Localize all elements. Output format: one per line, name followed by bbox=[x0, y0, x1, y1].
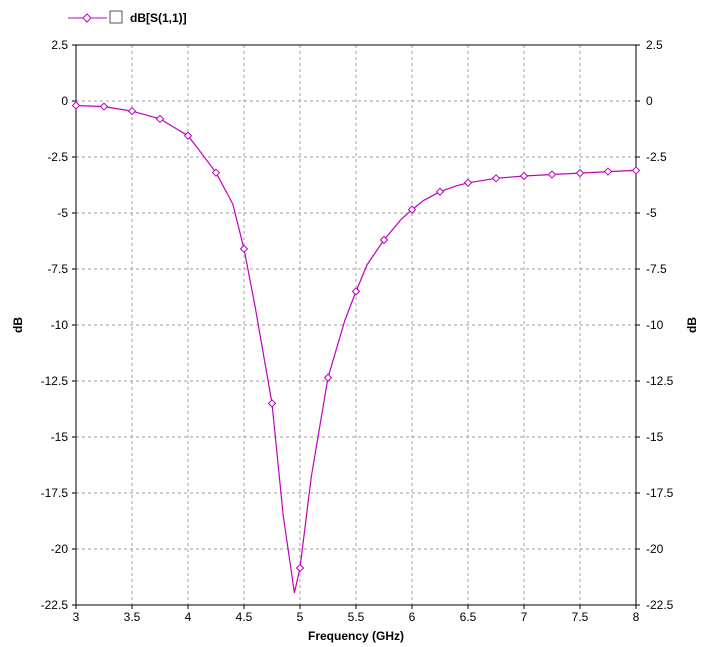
series-point-marker bbox=[99, 102, 109, 111]
y-axis-right-title: dB bbox=[685, 317, 699, 333]
series-point-marker bbox=[435, 187, 445, 196]
series-point-marker bbox=[295, 563, 305, 573]
series-point-marker bbox=[127, 106, 137, 116]
x-tick-label: 3 bbox=[73, 610, 80, 624]
y-left-tick-label: -22.5 bbox=[41, 598, 69, 612]
series-point-marker bbox=[547, 170, 557, 179]
y-left-tick-label: -10 bbox=[51, 318, 69, 332]
x-axis-ticks: 3 3.5 4 4.5 5 5.5 6 6.5 7 7.5 8 bbox=[73, 605, 640, 624]
legend-checkbox[interactable] bbox=[109, 10, 123, 24]
series-s11 bbox=[71, 101, 641, 594]
series-point-marker bbox=[379, 235, 389, 245]
x-tick-label: 5 bbox=[297, 610, 304, 624]
series-point-marker bbox=[71, 101, 81, 110]
y-right-tick-label: -7.5 bbox=[646, 262, 667, 276]
y-right-tick-label: -15 bbox=[646, 430, 664, 444]
y-right-tick-label: 0 bbox=[646, 94, 653, 108]
y-left-tick-label: -5 bbox=[57, 206, 68, 220]
x-tick-label: 4 bbox=[185, 610, 192, 624]
y-right-tick-label: -17.5 bbox=[646, 486, 674, 500]
x-tick-label: 7 bbox=[521, 610, 528, 624]
series-point-marker bbox=[631, 166, 641, 175]
series-point-marker bbox=[575, 168, 585, 178]
y-right-tick-label: -10 bbox=[646, 318, 664, 332]
y-right-tick-label: -12.5 bbox=[646, 374, 674, 388]
y-right-tick-label: -2.5 bbox=[646, 150, 667, 164]
x-axis-title: Frequency (GHz) bbox=[308, 629, 404, 643]
series-point-marker bbox=[155, 114, 165, 124]
x-tick-label: 4.5 bbox=[236, 610, 253, 624]
series-point-marker bbox=[183, 131, 193, 140]
series-point-marker bbox=[267, 399, 277, 408]
series-line bbox=[75, 104, 637, 594]
y-axis-left-title: dB bbox=[11, 317, 25, 333]
y-left-tick-label: -7.5 bbox=[47, 262, 68, 276]
y-left-tick-label: -15 bbox=[51, 430, 69, 444]
x-tick-label: 5.5 bbox=[348, 610, 365, 624]
series-point-marker bbox=[323, 373, 333, 382]
y-axis-right-ticks: 2.5 0 -2.5 -5 -7.5 -10 -12.5 -15 -17.5 -20 -22.5 bbox=[636, 38, 674, 612]
y-left-tick-label: -20 bbox=[51, 542, 69, 556]
y-right-tick-label: -20 bbox=[646, 542, 664, 556]
legend-series-label: dB[S(1,1)] bbox=[130, 11, 187, 25]
legend-marker-sample bbox=[82, 13, 92, 23]
y-left-tick-label: -2.5 bbox=[47, 150, 68, 164]
series-point-marker bbox=[519, 171, 529, 181]
y-left-tick-label: 2.5 bbox=[51, 38, 68, 52]
y-right-tick-label: 2.5 bbox=[646, 38, 663, 52]
x-tick-label: 8 bbox=[633, 610, 640, 624]
y-left-tick-label: 0 bbox=[61, 94, 68, 108]
series-point-marker bbox=[351, 287, 361, 296]
y-axis-left-ticks: 2.5 0 -2.5 -5 -7.5 -10 -12.5 -15 -17.5 -20 -22.5 bbox=[41, 38, 76, 612]
y-left-tick-label: -17.5 bbox=[41, 486, 69, 500]
series-point-marker bbox=[211, 168, 221, 177]
y-right-tick-label: -5 bbox=[646, 206, 657, 220]
series-point-marker bbox=[603, 167, 613, 176]
y-right-tick-label: -22.5 bbox=[646, 598, 674, 612]
series-point-marker bbox=[239, 244, 249, 254]
x-tick-label: 6 bbox=[409, 610, 416, 624]
series-point-marker bbox=[491, 174, 501, 183]
legend[interactable]: dB[S(1,1)] bbox=[68, 10, 187, 25]
x-tick-label: 3.5 bbox=[124, 610, 141, 624]
x-tick-label: 6.5 bbox=[460, 610, 477, 624]
series-point-marker bbox=[463, 178, 473, 187]
x-tick-label: 7.5 bbox=[572, 610, 589, 624]
series-point-marker bbox=[407, 205, 417, 214]
y-left-tick-label: -12.5 bbox=[41, 374, 69, 388]
